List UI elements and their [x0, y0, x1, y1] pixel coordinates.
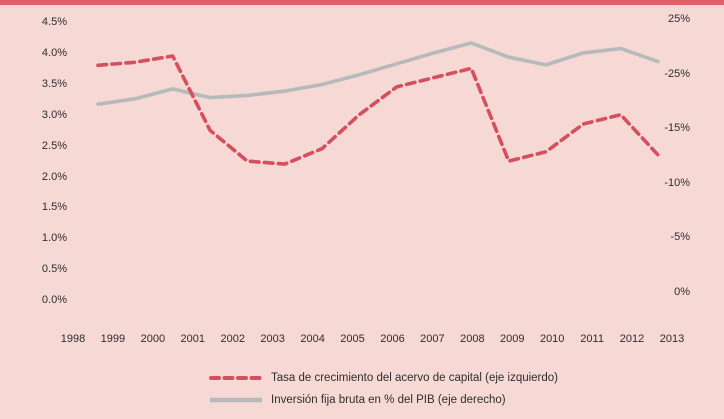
axis-tick-label: 1.0%	[41, 232, 67, 245]
axis-tick-label: 2008	[460, 333, 485, 345]
axis-tick-label: 3.5%	[41, 77, 67, 90]
legend-label: Tasa de crecimiento del acervo de capita…	[271, 372, 559, 384]
axis-tick-label: 0.5%	[41, 263, 67, 276]
axis-tick-label: 2.5%	[41, 139, 67, 152]
axis-tick-label: 4.5%	[41, 16, 67, 28]
axis-tick-label: -25%	[664, 67, 690, 80]
axis-tick-label: 2012	[619, 333, 645, 345]
axis-tick-label: 1999	[100, 333, 126, 345]
axis-tick-label: 2.0%	[41, 170, 67, 183]
axis-tick-label: 1998	[60, 333, 86, 345]
axis-tick-label: 2005	[340, 333, 365, 345]
axis-tick-label: -15%	[664, 122, 690, 135]
dashed-line-swatch-icon	[209, 376, 263, 380]
solid-line-swatch-icon	[210, 397, 262, 403]
axis-tick-label: 2011	[580, 333, 604, 345]
axis-tick-label: 2007	[420, 333, 445, 345]
axis-tick-label: 0%	[674, 286, 690, 298]
axis-tick-label: 4.0%	[41, 46, 67, 59]
axis-tick-label: 2000	[140, 333, 166, 345]
axis-tick-label: 2009	[500, 333, 525, 345]
header-stripe	[0, 0, 724, 5]
axis-tick-label: 2013	[659, 333, 685, 345]
legend-item-investment: Inversión fija bruta en % del PIB (eje d…	[208, 393, 506, 407]
axis-tick-label: 1.5%	[41, 201, 67, 214]
axis-tick-label: 2004	[300, 333, 325, 345]
axis-tick-label: -10%	[664, 176, 690, 189]
axis-tick-label: 3.0%	[41, 108, 67, 121]
axis-tick-label: 2010	[539, 333, 565, 345]
axis-tick-label: 2006	[380, 333, 405, 345]
axis-tick-label: 25%	[667, 13, 690, 25]
legend-item-capital-stock: Tasa de crecimiento del acervo de capita…	[208, 371, 558, 385]
axis-tick-label: 0.0%	[41, 294, 67, 307]
axis-tick-label: -5%	[670, 231, 690, 244]
series-line-dashed	[96, 54, 660, 166]
series-line-solid	[96, 41, 660, 106]
legend-label: Inversión fija bruta en % del PIB (eje d…	[271, 394, 506, 406]
axis-tick-label: 2001	[180, 333, 206, 345]
axis-tick-label: 2002	[220, 333, 245, 345]
axis-tick-label: 2003	[260, 333, 285, 345]
